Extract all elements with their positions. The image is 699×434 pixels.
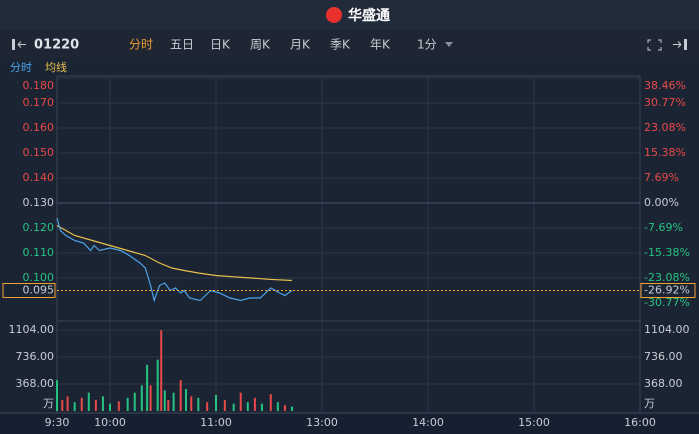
top-bar (0, 0, 699, 30)
volume-bar (253, 397, 256, 411)
volume-bar (179, 380, 182, 411)
y-tick-label: 0.110 (23, 246, 55, 259)
dropdown-arrow[interactable] (445, 42, 453, 47)
tab[interactable]: 周K (250, 38, 271, 52)
y2-tick-label: -15.38% (644, 246, 690, 259)
tab[interactable]: 日K (210, 38, 231, 52)
y2-tick-label: -23.08% (644, 271, 690, 284)
last-change-box (640, 283, 696, 299)
logo-icon (326, 7, 342, 23)
forward-icon[interactable] (673, 39, 687, 50)
volume-bar (160, 330, 163, 411)
logo: 华盛通 (348, 7, 390, 24)
y2-tick-label: 15.38% (644, 146, 686, 159)
volume-bar (156, 359, 159, 411)
volume-bar (215, 394, 217, 411)
volume-bar (190, 396, 193, 411)
y2-tick-label: -7.69% (644, 221, 683, 234)
y-tick-label: 0.170 (23, 96, 55, 109)
volume-tick-label: 1104.00 (644, 323, 690, 336)
volume-bar (276, 402, 279, 411)
volume-bar (269, 394, 272, 411)
volume-bar (126, 397, 129, 411)
volume-unit: 万 (43, 397, 54, 410)
x-tick-label: 9:30 (45, 416, 70, 429)
volume-bar (101, 396, 104, 411)
y2-tick-label: -30.77% (644, 296, 690, 309)
volume-bar (184, 388, 187, 411)
volume-bar (260, 403, 263, 411)
volume-bar (61, 399, 64, 411)
volume-bar (223, 399, 226, 411)
tab[interactable]: 1分 (417, 38, 437, 52)
x-tick-label: 13:00 (306, 416, 338, 429)
y2-tick-label: 23.08% (644, 121, 686, 134)
last-price-box (2, 283, 56, 298)
tab[interactable]: 分时 (129, 38, 153, 52)
price-line (56, 224, 293, 282)
volume-bar (239, 392, 242, 411)
x-tick-label: 16:00 (624, 416, 656, 429)
tab[interactable]: 季K (330, 38, 351, 52)
volume-bar (149, 385, 152, 411)
volume-bar (56, 380, 58, 411)
last-change-label: -26.92% (644, 284, 690, 297)
volume-unit: 万 (644, 397, 655, 410)
time-axis-bg (0, 414, 699, 434)
volume-bar (172, 392, 175, 411)
volume-bar (94, 399, 97, 411)
y2-tick-label: 38.46% (644, 79, 686, 92)
last-price-label: 0.095 (23, 284, 55, 297)
legend-entry: 分时 (10, 61, 32, 74)
volume-bar (140, 385, 143, 411)
expand-icon[interactable] (647, 39, 662, 51)
volume-bar (197, 397, 200, 411)
y2-tick-label: 0.00% (644, 196, 679, 209)
volume-bar (80, 397, 83, 411)
price-panel (0, 76, 699, 320)
volume-bar (109, 403, 111, 411)
volume-bar (163, 390, 166, 411)
tab[interactable]: 月K (290, 38, 311, 52)
volume-bar (206, 402, 209, 411)
tab[interactable]: 五日 (170, 38, 194, 52)
x-tick-label: 14:00 (412, 416, 444, 429)
volume-tick-label: 736.00 (16, 350, 55, 363)
volume-bar (66, 396, 69, 411)
volume-bar (167, 399, 170, 411)
symbol: 01220 (34, 38, 79, 53)
volume-bar (133, 392, 136, 411)
volume-bar (290, 406, 293, 411)
volume-tick-label: 368.00 (644, 377, 683, 390)
legend-entry: 均线 (45, 60, 67, 74)
y-tick-label: 0.160 (23, 121, 55, 134)
volume-bar (117, 401, 120, 411)
tab[interactable]: 年K (370, 38, 391, 52)
x-tick-label: 15:00 (518, 416, 550, 429)
volume-tick-label: 736.00 (644, 350, 683, 363)
y-tick-label: 0.130 (23, 196, 55, 209)
volume-bar (283, 405, 286, 411)
y-tick-label: 0.100 (23, 271, 55, 284)
volume-bar (232, 403, 235, 411)
y2-tick-label: 30.77% (644, 96, 686, 109)
y-tick-label: 0.180 (23, 79, 55, 92)
toolbar (0, 31, 699, 58)
y2-tick-label: 7.69% (644, 171, 679, 184)
volume-bar (87, 392, 90, 411)
back-icon[interactable] (12, 39, 26, 50)
price-line (56, 217, 293, 303)
x-tick-label: 10:00 (94, 416, 126, 429)
volume-tick-label: 368.00 (16, 377, 55, 390)
volume-tick-label: 1104.00 (9, 323, 55, 336)
y-tick-label: 0.140 (23, 171, 55, 184)
y-tick-label: 0.150 (23, 146, 55, 159)
x-tick-label: 11:00 (200, 416, 232, 429)
volume-bar (146, 364, 149, 411)
y-tick-label: 0.120 (23, 221, 55, 234)
volume-bar (246, 402, 249, 411)
volume-bar (73, 402, 76, 411)
